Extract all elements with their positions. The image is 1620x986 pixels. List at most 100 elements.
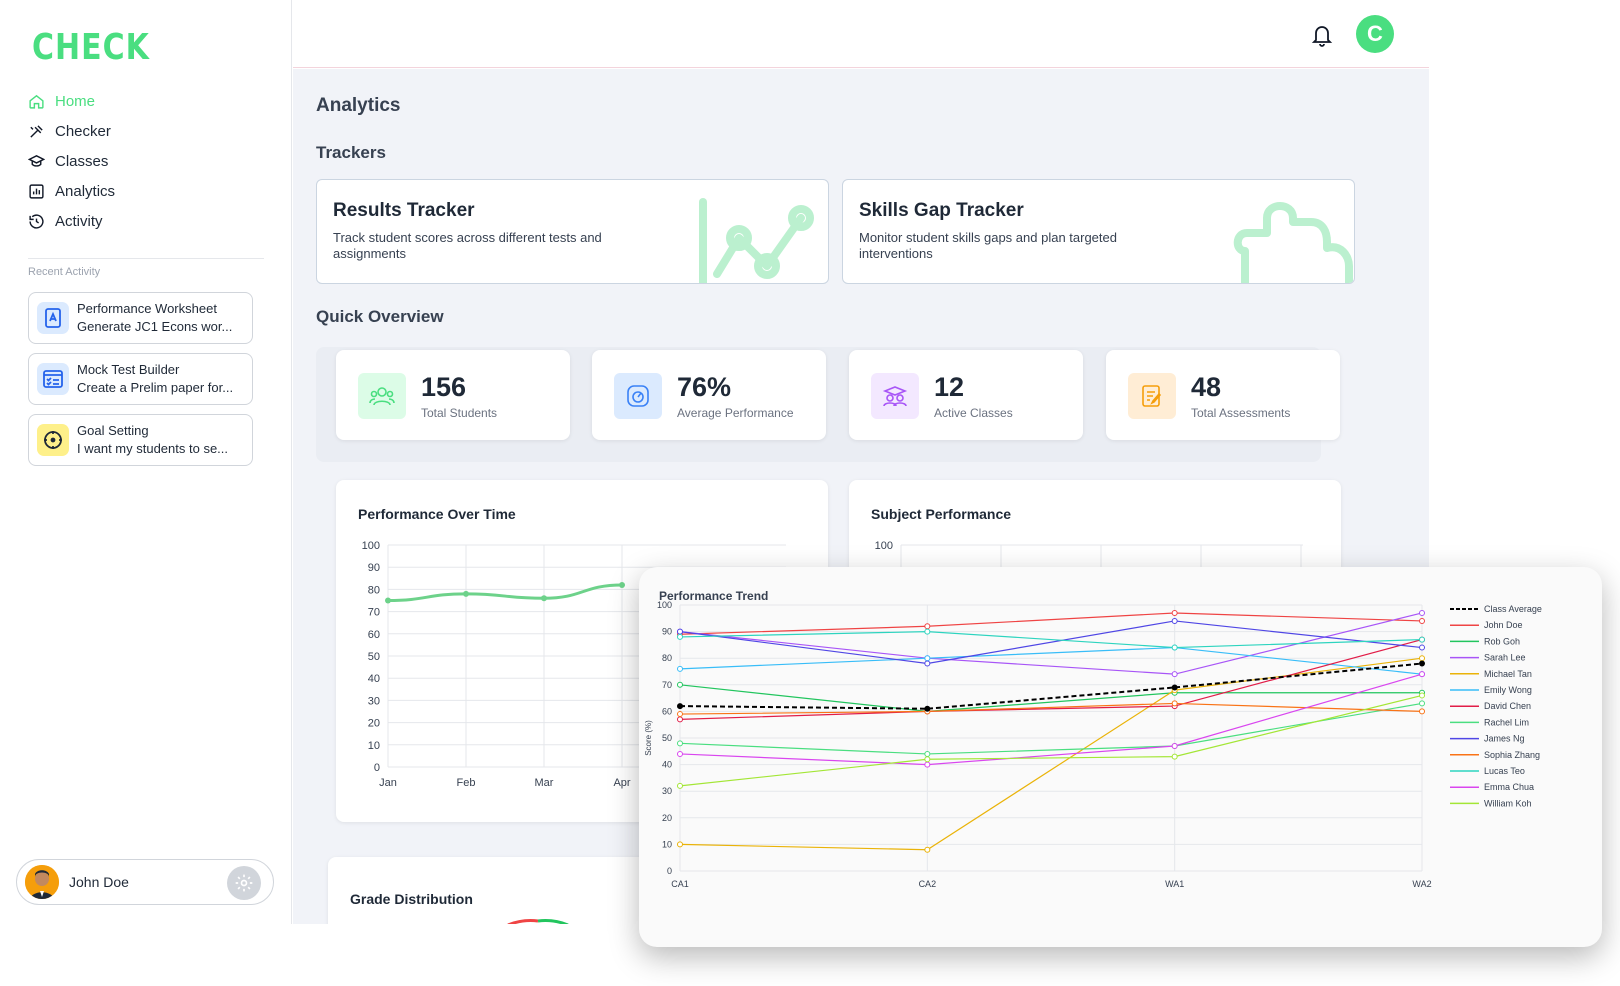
- quick-overview-heading: Quick Overview: [316, 307, 444, 326]
- sidebar-item-label: Home: [55, 92, 96, 110]
- y-tick-label: 50: [662, 733, 672, 743]
- stat-value: 12: [934, 372, 965, 402]
- recent-activity-title: Recent Activity: [28, 266, 101, 278]
- assessment-icon: [1128, 373, 1176, 419]
- recent-item-performance-worksheet[interactable]: Performance Worksheet Generate JC1 Econs…: [28, 292, 253, 344]
- y-tick-label: 50: [368, 651, 380, 663]
- legend-label: Emily Wong: [1484, 685, 1532, 695]
- data-point: [1419, 655, 1425, 662]
- x-tick-label: Jan: [379, 777, 397, 789]
- series-line: [679, 639, 1423, 720]
- stat-label: Active Classes: [934, 406, 1013, 420]
- y-tick-label: 30: [662, 786, 672, 796]
- trend-title: Performance Trend: [659, 589, 769, 603]
- data-point: [677, 740, 683, 747]
- data-point: [1171, 671, 1178, 678]
- series-line: [679, 620, 1423, 665]
- stat-total-students: 156 Total Students: [336, 350, 570, 440]
- data-point: [677, 750, 683, 757]
- data-point: [677, 716, 683, 723]
- data-point: [1419, 692, 1425, 699]
- sidebar-item-activity[interactable]: Activity: [28, 206, 268, 236]
- sidebar-item-analytics[interactable]: Analytics: [28, 176, 268, 206]
- worksheet-icon: [37, 302, 69, 334]
- y-tick-label: 30: [368, 695, 380, 707]
- tracker-title: Results Tracker: [333, 200, 475, 221]
- sidebar-item-classes[interactable]: Classes: [28, 146, 268, 176]
- tracker-title: Skills Gap Tracker: [859, 200, 1024, 221]
- data-point: [924, 750, 931, 757]
- sidebar-item-label: Classes: [55, 152, 109, 170]
- classes-icon: [28, 154, 45, 167]
- y-tick-label: 0: [667, 866, 672, 876]
- legend-label: Rob Goh: [1484, 636, 1520, 646]
- skills-gap-tracker-card[interactable]: Skills Gap Tracker Monitor student skill…: [842, 179, 1355, 284]
- x-tick-label: CA1: [671, 879, 689, 889]
- y-tick-label: 100: [657, 600, 672, 610]
- legend-label: Emma Chua: [1484, 782, 1534, 792]
- sidebar-item-home[interactable]: Home: [28, 86, 268, 116]
- settings-button[interactable]: [227, 866, 261, 900]
- series-line: [679, 657, 1423, 851]
- goal-icon: [37, 424, 69, 456]
- y-tick-label: 0: [374, 762, 380, 774]
- legend-label: Class Average: [1484, 604, 1542, 614]
- data-point: [677, 711, 683, 718]
- students-icon: [358, 373, 406, 419]
- logo[interactable]: CHECK: [32, 26, 150, 69]
- legend-label: William Koh: [1484, 798, 1532, 808]
- recent-item-title: Goal Setting: [77, 423, 149, 438]
- sidebar-item-label: Analytics: [55, 182, 116, 200]
- legend-label: Rachel Lim: [1484, 717, 1529, 727]
- data-point: [1171, 684, 1178, 691]
- sidebar-item-checker[interactable]: Checker: [28, 116, 268, 146]
- avatar: [25, 865, 59, 899]
- user-name: John Doe: [69, 874, 129, 890]
- data-point: [1171, 742, 1178, 749]
- data-point: [677, 633, 683, 640]
- home-icon: [29, 94, 44, 109]
- top-bar: [293, 0, 1429, 68]
- bell-icon[interactable]: [1310, 22, 1334, 48]
- grade-distribution-chart: [507, 919, 569, 924]
- profile-avatar[interactable]: C: [1356, 15, 1394, 53]
- data-point: [1419, 636, 1425, 643]
- y-tick-label: 60: [368, 629, 380, 641]
- recent-item-goal-setting[interactable]: Goal Setting I want my students to se...: [28, 414, 253, 466]
- recent-item-subtitle: Generate JC1 Econs wor...: [77, 319, 233, 334]
- y-tick-label: 60: [662, 706, 672, 716]
- legend-label: John Doe: [1484, 620, 1523, 630]
- data-point: [1419, 644, 1425, 651]
- results-tracker-card[interactable]: Results Tracker Track student scores acr…: [316, 179, 829, 284]
- series-line: [679, 612, 1423, 635]
- y-tick-label: 20: [368, 718, 380, 730]
- recent-item-mock-test-builder[interactable]: Mock Test Builder Create a Prelim paper …: [28, 353, 253, 405]
- data-point: [1171, 753, 1178, 760]
- series-line: [679, 702, 1423, 755]
- x-tick-label: CA2: [919, 879, 937, 889]
- user-profile[interactable]: John Doe: [16, 859, 274, 905]
- data-point: [1419, 617, 1425, 624]
- data-point: [924, 846, 931, 853]
- data-point: [924, 655, 931, 662]
- sidebar-item-label: Checker: [55, 122, 111, 140]
- series-line: [387, 583, 623, 602]
- stat-value: 48: [1191, 372, 1222, 402]
- y-tick-label: 90: [662, 627, 672, 637]
- data-point: [619, 581, 625, 588]
- legend-label: Sarah Lee: [1484, 653, 1526, 663]
- gauge-icon: [614, 373, 662, 419]
- sidebar-nav: Home Checker Classes Analytics Activity: [28, 86, 268, 236]
- data-point: [1171, 644, 1178, 651]
- data-point: [1419, 708, 1425, 715]
- data-point: [677, 628, 683, 635]
- data-point: [1419, 700, 1425, 707]
- data-point: [924, 623, 931, 630]
- data-point: [463, 590, 469, 597]
- legend-label: Michael Tan: [1484, 669, 1532, 679]
- tracker-description: Track student scores across different te…: [333, 230, 602, 261]
- recent-item-title: Mock Test Builder: [77, 362, 180, 377]
- data-point: [1171, 609, 1178, 616]
- checker-icon: [30, 124, 43, 138]
